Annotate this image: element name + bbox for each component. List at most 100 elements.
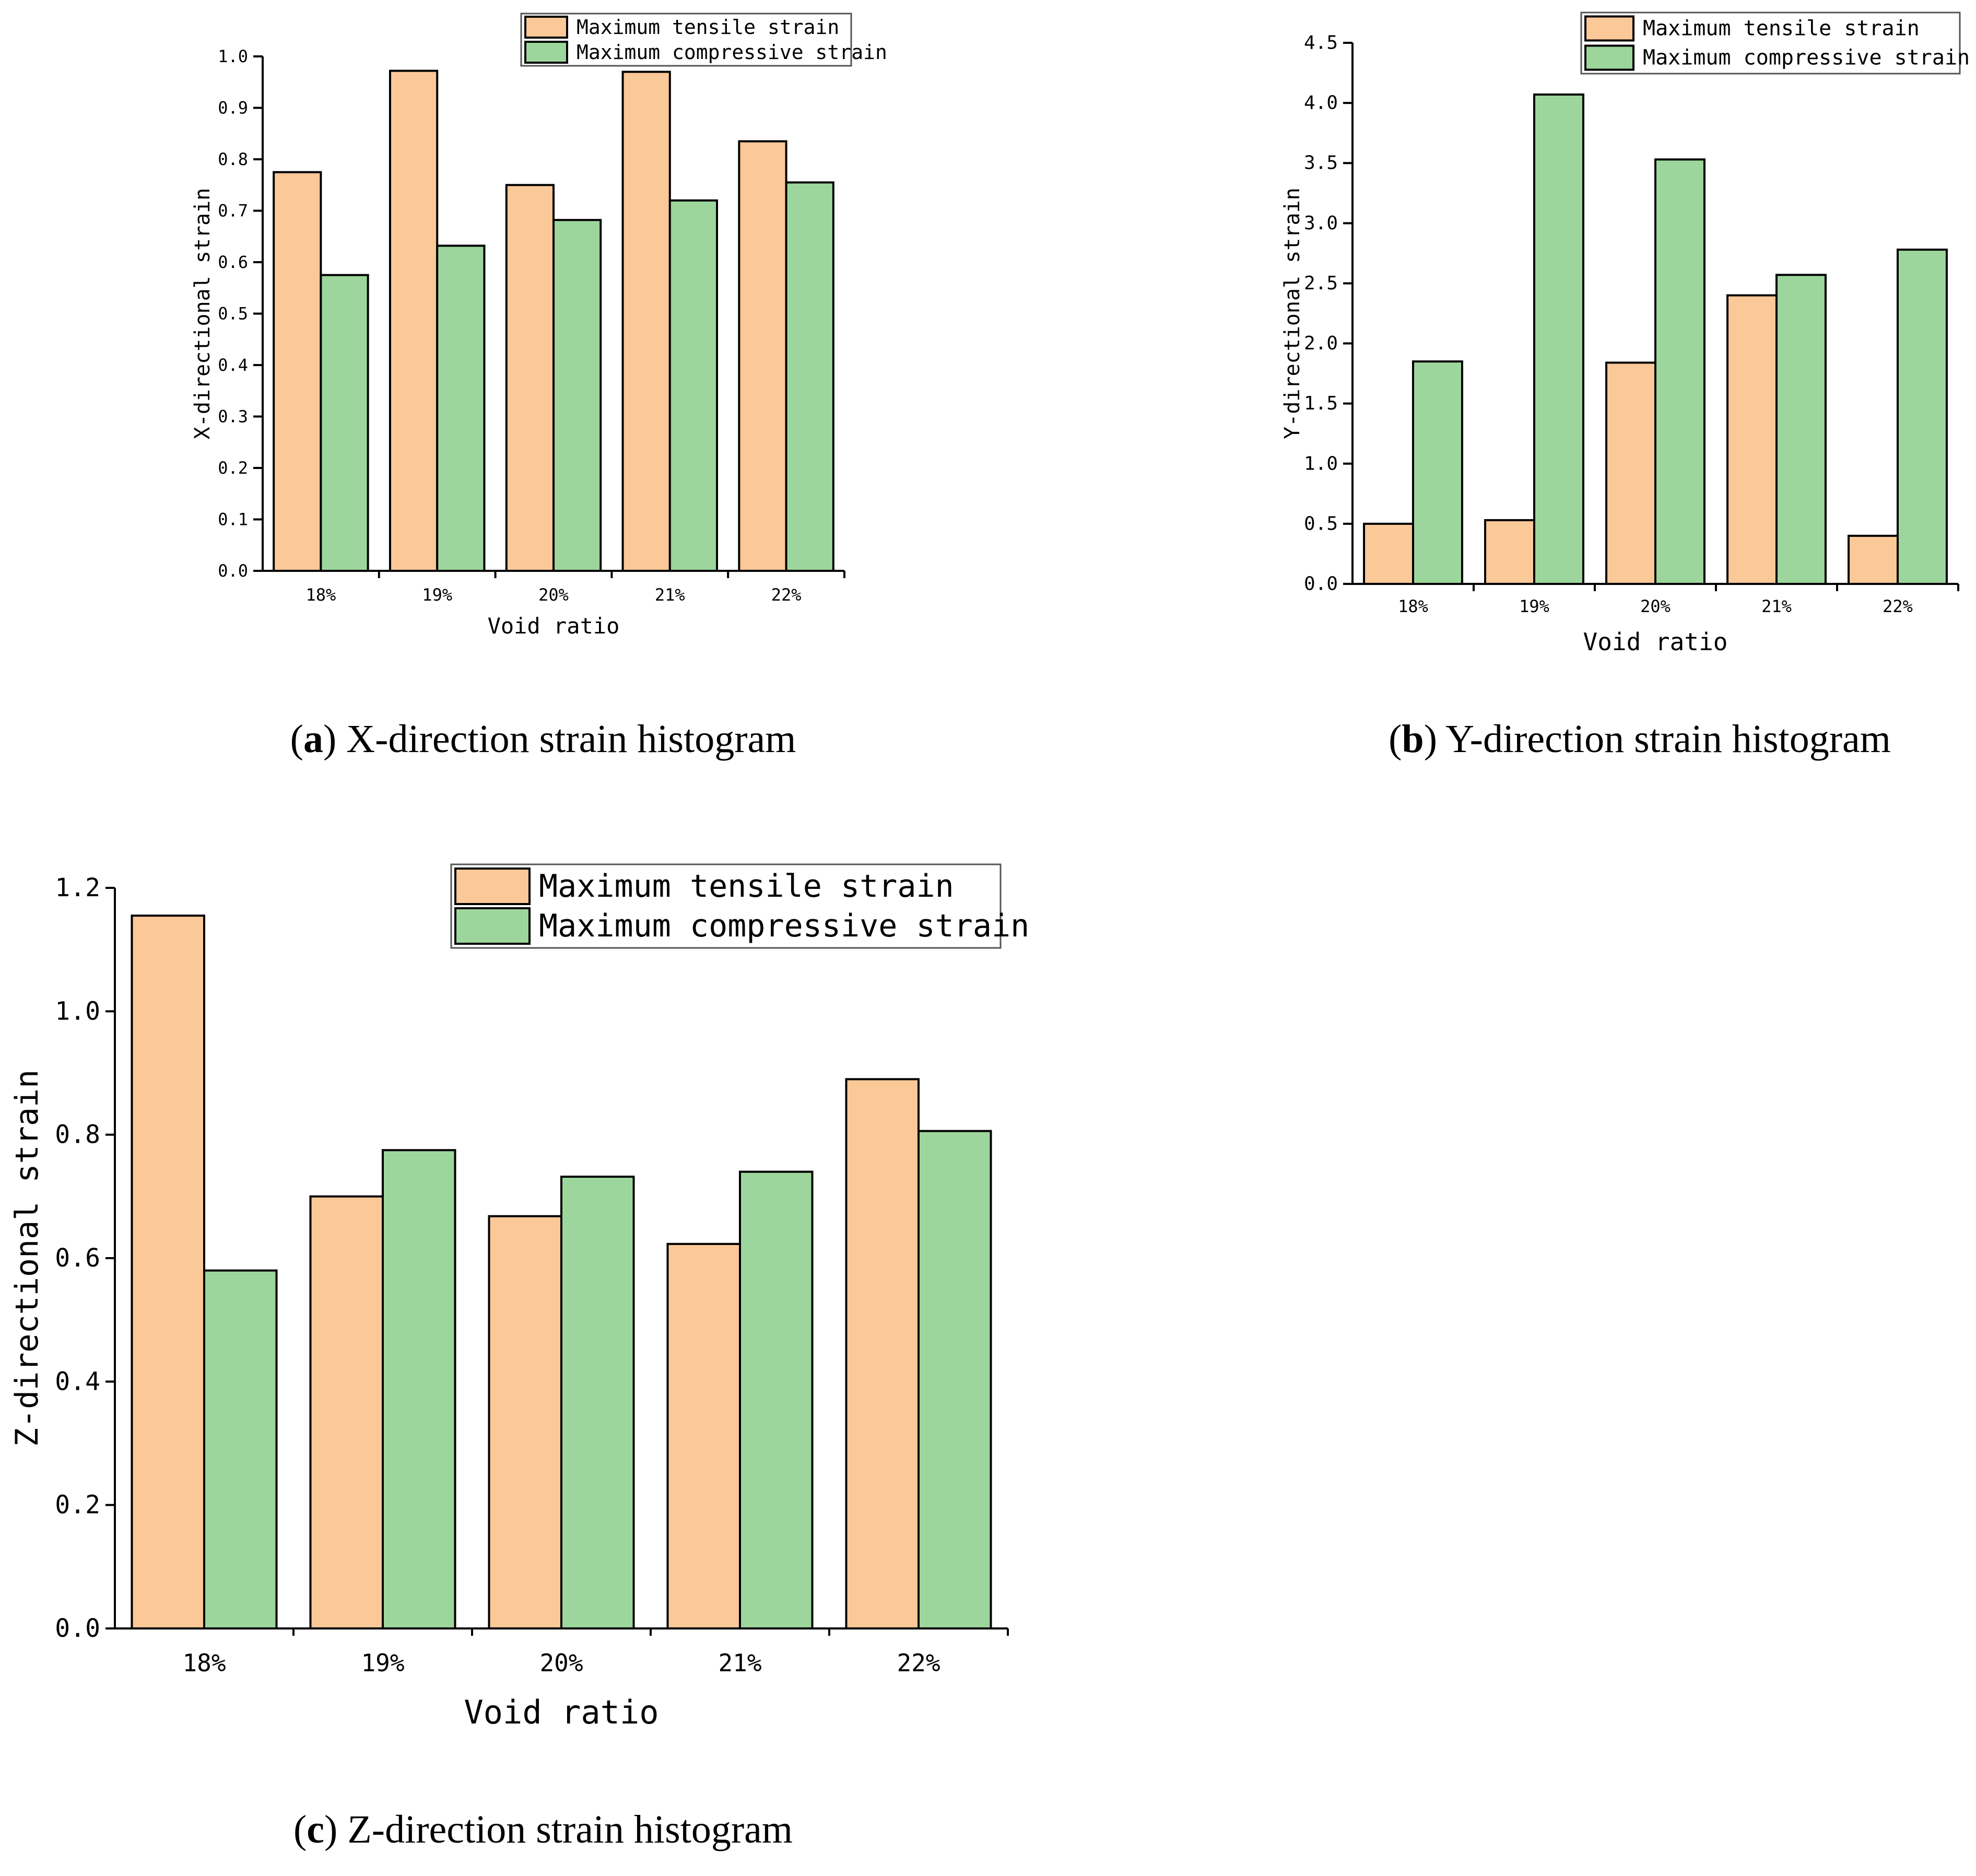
y-tick-label: 0.2 — [218, 458, 248, 478]
x-tick-label: 18% — [1398, 596, 1428, 616]
bar-compressive-1 — [1533, 93, 1584, 585]
y-tick-label: 0.7 — [218, 201, 248, 221]
bar-compressive-3 — [668, 199, 719, 572]
caption-text: Y-direction strain histogram — [1437, 717, 1891, 761]
legend-label-compressive: Maximum compressive strain — [539, 908, 1029, 944]
bar-compressive-4 — [785, 181, 834, 572]
bar-compressive-0 — [1412, 360, 1463, 585]
legend-frame — [520, 13, 852, 67]
legend-label-compressive: Maximum compressive strain — [1643, 46, 1970, 70]
y-tick-label: 0.0 — [55, 1614, 100, 1643]
y-tick-label: 0.6 — [218, 252, 248, 272]
legend-swatch-tensile — [454, 867, 531, 905]
y-tick-label: 2.0 — [1304, 333, 1338, 354]
chart-b: 0.0 0.5 1.0 1.5 2.0 2.5 3.0 3.5 4.0 4.5 18% 19% 20% 2… — [1280, 11, 1970, 761]
caption-paren-open: ( — [293, 1808, 307, 1851]
y-tick-label: 1.0 — [1304, 453, 1338, 474]
x-tick-label: 22% — [1883, 596, 1913, 616]
x-tick-label: 22% — [771, 585, 802, 605]
y-tick-label: 0.2 — [55, 1491, 100, 1520]
bar-tensile-3 — [666, 1242, 741, 1630]
x-tick-label: 18% — [306, 585, 336, 605]
x-tick-label: 20% — [538, 585, 569, 605]
caption-paren-open: ( — [290, 717, 303, 761]
bar-compressive-3 — [1775, 274, 1827, 585]
legend-swatch-compressive — [454, 907, 531, 945]
bar-tensile-4 — [845, 1078, 920, 1629]
y-axis-label: X-directional strain — [191, 188, 215, 440]
bar-tensile-0 — [1363, 522, 1415, 585]
y-tick-label: 4.5 — [1304, 32, 1338, 54]
legend-swatch-tensile — [1584, 15, 1634, 42]
y-tick-label: 0.1 — [218, 510, 248, 530]
caption-label: c — [307, 1808, 324, 1851]
caption-paren-close: ) — [324, 1808, 337, 1851]
bar-tensile-0 — [131, 914, 205, 1629]
x-tick-label: 21% — [1761, 596, 1792, 616]
y-tick-label: 0.6 — [55, 1244, 100, 1273]
x-axis-label: Void ratio — [1583, 628, 1728, 656]
bar-compressive-0 — [320, 274, 369, 572]
chart-c: 0.0 0.2 0.4 0.6 0.8 1.0 1.2 18% 19% 20% 21% 22% Void… — [9, 863, 1029, 1851]
y-tick-label: 2.5 — [1304, 273, 1338, 294]
caption-paren-close: ) — [1424, 717, 1437, 761]
y-tick-label: 0.9 — [218, 98, 248, 118]
caption-c: (c) Z-direction strain histogram — [293, 1808, 793, 1851]
legend-label-tensile: Maximum tensile strain — [539, 868, 954, 905]
y-tick-label: 4.0 — [1304, 92, 1338, 114]
x-tick-label: 18% — [182, 1649, 226, 1677]
caption-a: (a) X-direction strain histogram — [290, 717, 796, 761]
bar-compressive-4 — [1897, 248, 1948, 585]
x-tick-label: 20% — [539, 1649, 583, 1677]
x-tick-label: 19% — [1519, 596, 1549, 616]
y-axis-label: Y-directional strain — [1280, 187, 1304, 439]
bar-tensile-3 — [621, 71, 671, 572]
y-tick-label: 1.2 — [55, 873, 100, 902]
x-axis-label: Void ratio — [488, 613, 620, 639]
y-axis-label: Z-directional strain — [9, 1070, 45, 1447]
bar-tensile-4 — [738, 140, 787, 572]
y-tick-label: 3.0 — [1304, 213, 1338, 234]
y-tick-label: 1.0 — [218, 46, 248, 66]
legend-swatch-tensile — [524, 16, 568, 39]
bar-tensile-2 — [505, 184, 555, 572]
caption-paren-open: ( — [1389, 717, 1402, 761]
x-tick-label: 21% — [718, 1649, 761, 1677]
x-tick-label: 22% — [897, 1649, 940, 1677]
bar-compressive-3 — [739, 1170, 814, 1629]
bar-compressive-4 — [918, 1130, 992, 1629]
y-tick-label: 0.8 — [55, 1120, 100, 1150]
y-tick-label: 0.8 — [218, 149, 248, 169]
legend-label-tensile: Maximum tensile strain — [577, 16, 839, 39]
bar-compressive-2 — [560, 1176, 635, 1629]
x-axis-label: Void ratio — [464, 1693, 658, 1731]
caption-label: a — [303, 717, 323, 761]
bar-compressive-2 — [1654, 158, 1706, 585]
bar-tensile-3 — [1726, 294, 1778, 585]
caption-text: Z-direction strain histogram — [337, 1808, 793, 1851]
x-tick-label: 21% — [655, 585, 685, 605]
caption-b: (b) Y-direction strain histogram — [1389, 717, 1891, 761]
caption-label: b — [1402, 717, 1424, 761]
y-tick-label: 0.5 — [218, 304, 248, 324]
x-tick-label: 20% — [1640, 596, 1671, 616]
x-tick-label: 19% — [422, 585, 452, 605]
bar-tensile-1 — [1484, 519, 1536, 585]
legend-frame — [1580, 11, 1961, 75]
y-tick-label: 0.5 — [1304, 513, 1338, 534]
bar-compressive-1 — [382, 1149, 456, 1629]
y-tick-label: 0.0 — [218, 561, 248, 581]
y-tick-label: 0.4 — [55, 1367, 100, 1396]
legend-swatch-compressive — [524, 41, 568, 64]
bar-tensile-1 — [309, 1195, 384, 1629]
bar-compressive-2 — [552, 219, 602, 572]
caption-text: X-direction strain histogram — [336, 717, 796, 761]
caption-paren-close: ) — [323, 717, 336, 761]
y-tick-label: 0.4 — [218, 355, 248, 375]
bar-compressive-1 — [436, 244, 486, 572]
bar-tensile-4 — [1848, 534, 1899, 585]
